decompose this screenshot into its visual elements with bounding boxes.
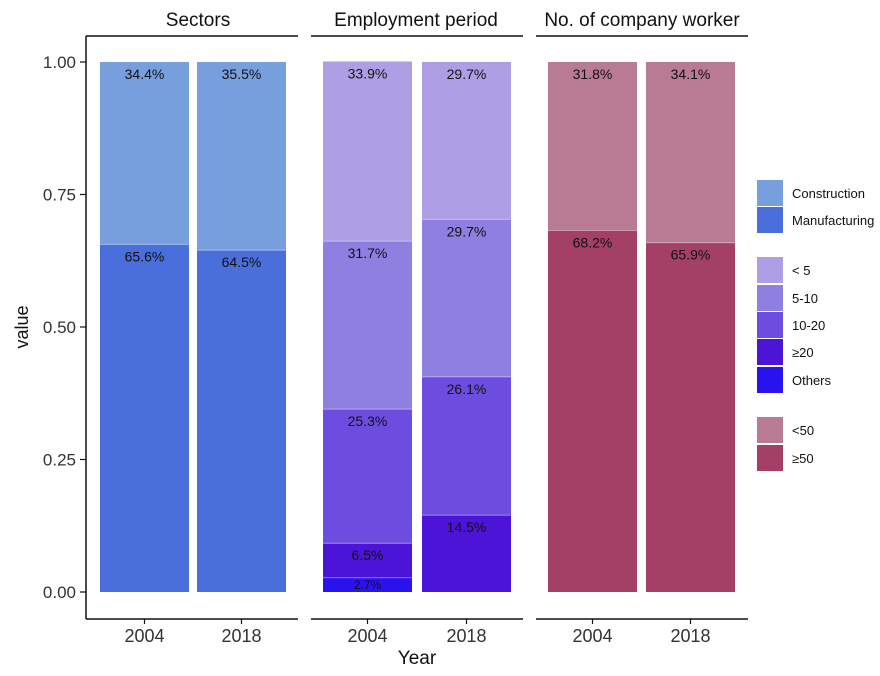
bar-segment xyxy=(646,62,735,243)
x-tick-label: 2018 xyxy=(221,626,261,646)
legend-label: ≥20 xyxy=(792,345,814,360)
legend-label: Others xyxy=(792,373,832,388)
y-axis-title: value xyxy=(12,305,32,348)
legend-label: ≥50 xyxy=(792,451,814,466)
bar-segment xyxy=(100,62,189,245)
legend-label: 5-10 xyxy=(792,291,818,306)
bar-segment xyxy=(422,376,511,516)
facet-panel-2: No. of company worker 68.2% 31.8% 2004 65.9%… xyxy=(536,10,748,646)
x-axis-title: Year xyxy=(398,648,437,669)
data-label: 25.3% xyxy=(348,413,388,429)
data-label: 34.1% xyxy=(671,66,711,82)
bar-segment xyxy=(323,543,412,578)
legend-swatch xyxy=(757,339,783,365)
legend-item: Others xyxy=(757,367,832,393)
facet-title: Employment period xyxy=(334,10,498,31)
legend-item: ≥50 xyxy=(757,445,814,471)
data-label: 64.5% xyxy=(222,254,262,270)
bar-segment xyxy=(323,577,412,592)
data-label: 6.5% xyxy=(352,547,384,563)
bar-segment xyxy=(422,515,511,592)
facet-panel-0: Sectors 65.6% 34.4% 2004 64.5% 35.5% 2018 xyxy=(86,10,298,646)
data-label: 68.2% xyxy=(573,235,613,251)
legend-swatch xyxy=(757,312,783,338)
data-label: 33.9% xyxy=(348,65,388,81)
x-tick-label: 2004 xyxy=(572,626,612,646)
legend-label: Construction xyxy=(792,186,865,201)
legend-label: <50 xyxy=(792,423,814,438)
y-tick-label: 0.50 xyxy=(43,318,76,337)
legend-item: 5-10 xyxy=(757,285,818,311)
bar-segment xyxy=(197,250,286,592)
bar-segment xyxy=(323,409,412,544)
x-tick-label: 2018 xyxy=(670,626,710,646)
y-tick-label: 0.25 xyxy=(43,451,76,470)
y-tick-label: 0.75 xyxy=(43,186,76,205)
legend-item: Construction xyxy=(757,180,865,206)
legend-swatch xyxy=(757,417,783,443)
bar-segment xyxy=(548,230,637,593)
bar-segment xyxy=(197,62,286,251)
legend-swatch xyxy=(757,257,783,283)
legend-swatch xyxy=(757,445,783,471)
data-label: 26.1% xyxy=(447,381,487,397)
x-tick-label: 2004 xyxy=(124,626,164,646)
data-label: 31.7% xyxy=(348,245,388,261)
data-label: 65.9% xyxy=(671,247,711,263)
legend-item: ≥20 xyxy=(757,339,814,365)
legend-label: 10-20 xyxy=(792,318,825,333)
legend-label: Manufacturing xyxy=(792,213,874,228)
data-label: 35.5% xyxy=(222,66,262,82)
x-tick-label: 2004 xyxy=(347,626,387,646)
legend-item: Manufacturing xyxy=(757,207,874,233)
facet-title: Sectors xyxy=(166,10,230,31)
legend-item: 10-20 xyxy=(757,312,825,338)
legend-item: <50 xyxy=(757,417,814,443)
legend-item: < 5 xyxy=(757,257,810,283)
data-label: 31.8% xyxy=(573,66,613,82)
bar-segment xyxy=(323,241,412,410)
legend-swatch xyxy=(757,180,783,206)
data-label: 29.7% xyxy=(447,223,487,239)
bar-segment xyxy=(422,219,511,377)
legend-swatch xyxy=(757,285,783,311)
x-tick-label: 2018 xyxy=(446,626,486,646)
legend-swatch xyxy=(757,367,783,393)
y-tick-label: 0.00 xyxy=(43,583,76,602)
data-label: 29.7% xyxy=(447,66,487,82)
legend-swatch xyxy=(757,207,783,233)
bar-segment xyxy=(323,61,412,242)
bar-segment xyxy=(100,244,189,592)
data-label: 65.6% xyxy=(125,248,165,264)
y-tick-label: 1.00 xyxy=(43,53,76,72)
facet-panel-1: Employment period 2.7% 6.5% 25.3% 31.7% 33.9%… xyxy=(311,10,523,646)
facet-title: No. of company worker xyxy=(544,10,740,31)
data-label: 2.7% xyxy=(354,578,382,592)
bar-segment xyxy=(646,242,735,593)
data-label: 34.4% xyxy=(125,66,165,82)
bar-segment xyxy=(422,62,511,220)
bar-segment xyxy=(548,62,637,231)
legend-label: < 5 xyxy=(792,263,810,278)
data-label: 14.5% xyxy=(447,519,487,535)
